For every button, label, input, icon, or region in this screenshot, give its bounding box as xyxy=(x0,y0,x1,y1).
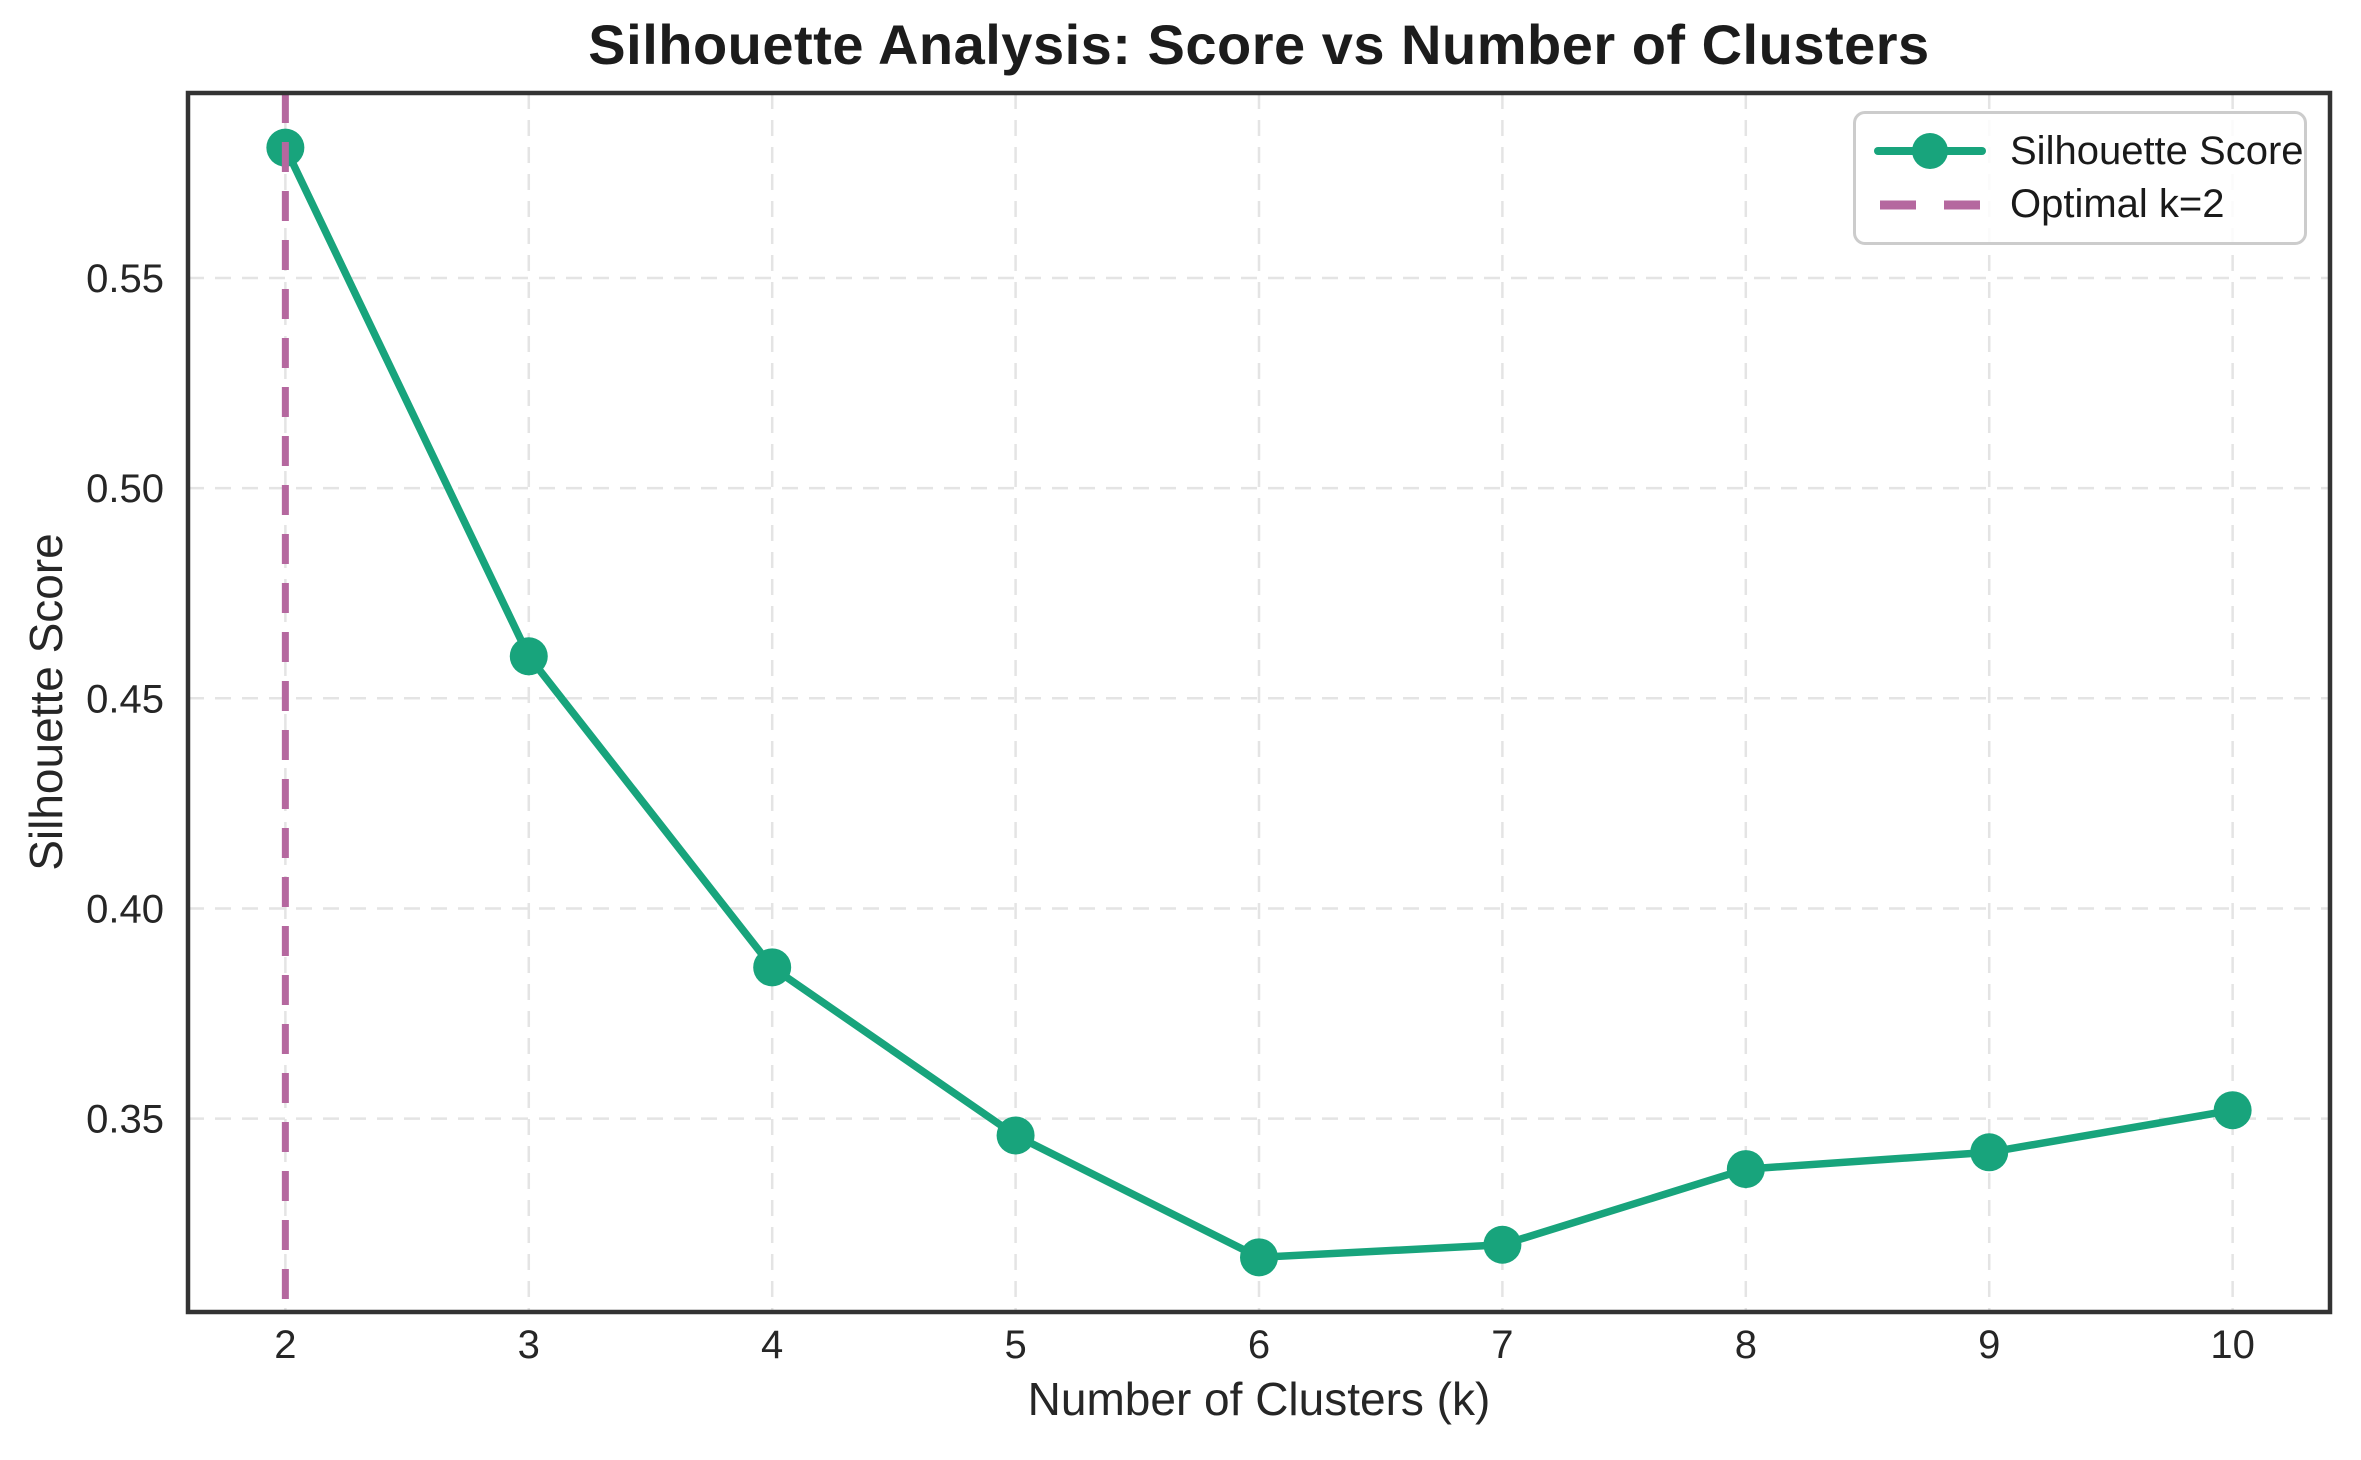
x-tick-label-10: 10 xyxy=(2210,1323,2255,1367)
legend-label-silhouette-score: Silhouette Score xyxy=(2010,128,2304,173)
line-marker-sample-icon xyxy=(1874,133,1986,170)
legend-label-optimal-k: Optimal k=2 xyxy=(2010,182,2225,227)
dashed-line-sample-icon xyxy=(1880,200,1984,210)
x-tick-label-6: 6 xyxy=(1248,1323,1270,1367)
data-point-k4 xyxy=(753,948,792,987)
x-tick-label-8: 8 xyxy=(1735,1323,1757,1367)
x-axis-label: Number of Clusters (k) xyxy=(1027,1373,1491,1425)
axes-frame xyxy=(185,90,2333,1315)
data-point-k8 xyxy=(1726,1150,1765,1189)
data-point-k7 xyxy=(1483,1225,1522,1264)
legend-item-silhouette-score: Silhouette Score xyxy=(1874,127,2304,175)
y-tick-label-0.50: 0.50 xyxy=(86,467,164,511)
x-tick-label-5: 5 xyxy=(1004,1323,1026,1367)
y-tick-label-0.55: 0.55 xyxy=(86,257,164,301)
y-tick-label-0.45: 0.45 xyxy=(86,677,164,721)
chart-title: Silhouette Analysis: Score vs Number of … xyxy=(588,13,1930,76)
x-tick-label-3: 3 xyxy=(518,1323,540,1367)
data-point-k3 xyxy=(509,637,548,676)
y-tick-label-0.35: 0.35 xyxy=(86,1098,164,1142)
x-tick-label-2: 2 xyxy=(274,1323,296,1367)
data-point-k10 xyxy=(2213,1091,2252,1130)
legend-item-optimal-k: Optimal k=2 xyxy=(1874,181,2286,229)
data-point-k6 xyxy=(1240,1238,1278,1277)
x-tick-label-7: 7 xyxy=(1491,1323,1513,1367)
data-point-k5 xyxy=(996,1116,1035,1155)
x-tick-label-9: 9 xyxy=(1978,1323,2000,1367)
x-tick-label-4: 4 xyxy=(761,1323,783,1367)
data-point-k9 xyxy=(1970,1133,2009,1172)
legend: Silhouette Score Optimal k=2 xyxy=(1853,111,2307,245)
y-tick-label-0.40: 0.40 xyxy=(86,887,164,931)
